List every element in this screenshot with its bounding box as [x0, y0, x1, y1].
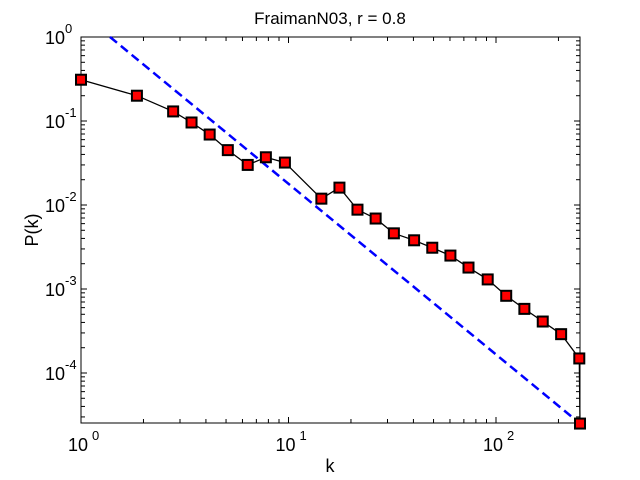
svg-text:0: 0: [92, 428, 99, 443]
svg-text:2: 2: [507, 428, 514, 443]
x-axis-label: k: [326, 456, 336, 476]
svg-text:10: 10: [45, 28, 65, 48]
svg-text:0: 0: [65, 21, 72, 36]
svg-text:10: 10: [483, 435, 503, 455]
y-axis-label: P(k): [22, 214, 42, 247]
plot-area: [80, 36, 581, 424]
svg-text:10: 10: [45, 280, 65, 300]
svg-text:-2: -2: [65, 189, 77, 204]
svg-text:10: 10: [68, 435, 88, 455]
data-series: [75, 73, 587, 430]
svg-text:1: 1: [300, 428, 307, 443]
x-tick-labels: 10 0 10 1 10 2: [68, 428, 514, 455]
svg-text:-1: -1: [65, 105, 77, 120]
svg-text:10: 10: [45, 112, 65, 132]
svg-text:10: 10: [45, 196, 65, 216]
axis-ticks: [80, 36, 580, 423]
fit-line: [109, 36, 581, 425]
chart-title: FraimanN03, r = 0.8: [254, 9, 406, 28]
svg-text:10: 10: [45, 364, 65, 384]
svg-text:-3: -3: [65, 273, 77, 288]
svg-text:10: 10: [275, 435, 295, 455]
svg-text:-4: -4: [65, 357, 77, 372]
